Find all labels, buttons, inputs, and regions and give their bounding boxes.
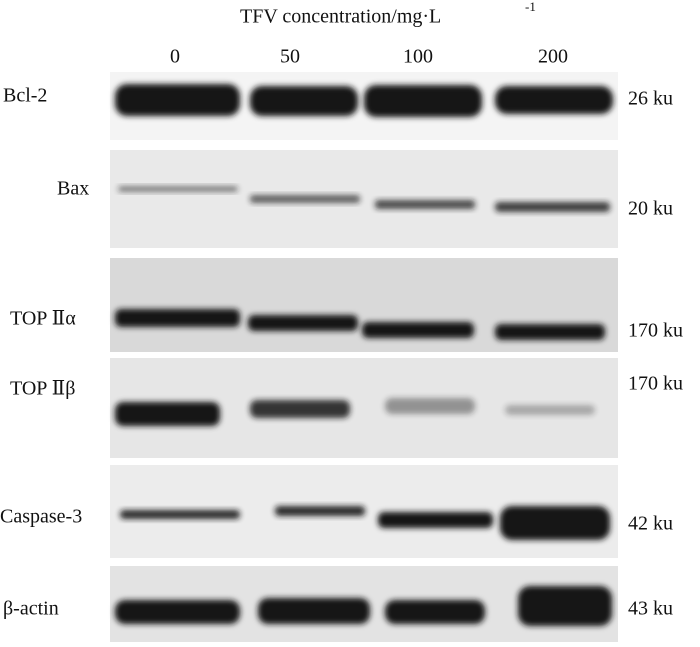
- size-label: 170 ku: [628, 320, 683, 342]
- row-label: TOP Ⅱβ: [10, 378, 75, 400]
- lane-label: 100: [403, 46, 433, 68]
- band: [115, 309, 240, 327]
- size-label: 26 ku: [628, 88, 673, 110]
- band: [505, 405, 595, 415]
- lane-label: 0: [170, 46, 180, 68]
- band: [115, 402, 220, 426]
- band: [495, 202, 610, 212]
- band: [115, 84, 240, 116]
- band: [250, 400, 350, 418]
- band: [362, 322, 474, 338]
- band: [495, 86, 613, 114]
- band: [378, 512, 493, 528]
- band: [275, 506, 365, 516]
- lane-label: 200: [538, 46, 568, 68]
- row-label: β-actin: [3, 598, 59, 620]
- band: [385, 600, 485, 624]
- size-label: 42 ku: [628, 513, 673, 535]
- band: [518, 586, 612, 626]
- row-label: Bcl-2: [3, 85, 47, 107]
- lane-label: 50: [280, 46, 300, 68]
- band: [250, 86, 358, 116]
- band: [118, 186, 238, 192]
- band: [258, 598, 370, 624]
- row-label: Bax: [57, 178, 89, 200]
- band: [500, 506, 610, 540]
- row-label: Caspase-3: [0, 506, 82, 528]
- size-label: 170 ku: [628, 373, 683, 395]
- title-superscript: -1: [525, 0, 536, 14]
- band: [248, 315, 358, 331]
- band: [495, 324, 605, 340]
- band: [375, 200, 475, 209]
- band: [115, 600, 240, 624]
- size-label: 43 ku: [628, 598, 673, 620]
- band: [120, 510, 240, 519]
- band: [385, 398, 475, 414]
- row-label: TOP Ⅱα: [10, 308, 76, 330]
- band: [250, 195, 360, 203]
- blot-panel: [110, 150, 618, 248]
- figure-title: TFV concentration/mg·L: [240, 6, 441, 28]
- band: [364, 85, 482, 117]
- size-label: 20 ku: [628, 198, 673, 220]
